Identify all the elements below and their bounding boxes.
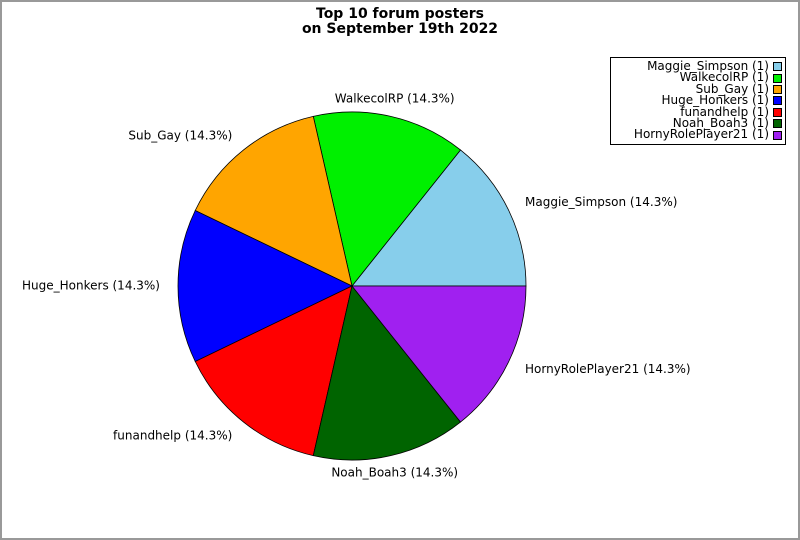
- chart-title-line2: on September 19th 2022: [301, 21, 499, 37]
- slice-label-sub-gay: Sub_Gay (14.3%): [128, 128, 232, 142]
- slice-label-maggie-simpson: Maggie_Simpson (14.3%): [525, 195, 677, 209]
- pie-slice-noah-boah3: [312, 285, 462, 461]
- legend-label: Sub_Gay (1): [695, 81, 769, 96]
- legend-item: Maggie_Simpson (1): [617, 59, 782, 73]
- slice-label-huge-honkers: Huge_Honkers (14.3%): [22, 279, 160, 293]
- pie-slice-hornyroleplayer21: [351, 285, 527, 423]
- legend-item: HornyRolePlayer21 (1): [617, 127, 782, 142]
- legend-color-swatch: [773, 107, 782, 117]
- legend-item: WalkecolRP (1): [617, 70, 782, 85]
- legend-label: funandhelp (1): [680, 104, 769, 119]
- legend: Maggie_Simpson (1) WalkecolRP (1) Sub_Gay …: [610, 57, 786, 145]
- legend-label: Maggie_Simpson (1): [647, 59, 769, 73]
- legend-item: Noah_Boah3 (1): [617, 115, 782, 130]
- chart-title: Top 10 forum posters on September 19th 2…: [2, 7, 798, 37]
- pie-slice-sub-gay: [194, 115, 353, 287]
- legend-color-swatch: [773, 96, 782, 106]
- legend-color-swatch: [773, 62, 782, 72]
- legend-label: HornyRolePlayer21 (1): [633, 127, 769, 142]
- legend-label: WalkecolRP (1): [679, 70, 769, 85]
- pie-slice-maggie-simpson: [351, 149, 527, 287]
- legend-item: funandhelp (1): [617, 104, 782, 119]
- slice-label-walkecolrp: WalkecolRP (14.3%): [335, 91, 455, 105]
- legend-color-swatch: [773, 73, 782, 83]
- legend-color-swatch: [773, 84, 782, 94]
- legend-label: Noah_Boah3 (1): [672, 115, 769, 130]
- pie-slice-walkecolrp: [312, 111, 462, 287]
- slice-label-noah-boah3: Noah_Boah3 (14.3%): [331, 466, 458, 480]
- slice-label-funandhelp: funandhelp (14.3%): [113, 429, 232, 443]
- legend-label: Huge_Honkers (1): [661, 93, 769, 108]
- chart-title-line1: Top 10 forum posters: [316, 6, 484, 22]
- legend-item: Sub_Gay (1): [617, 81, 782, 96]
- pie-slice-funandhelp: [194, 285, 353, 457]
- legend-color-swatch: [773, 130, 782, 140]
- legend-color-swatch: [773, 119, 782, 129]
- slice-label-hornyroleplayer21: HornyRolePlayer21 (14.3%): [525, 362, 691, 376]
- legend-item: Huge_Honkers (1): [617, 93, 782, 108]
- pie-slice-huge-honkers: [177, 209, 353, 363]
